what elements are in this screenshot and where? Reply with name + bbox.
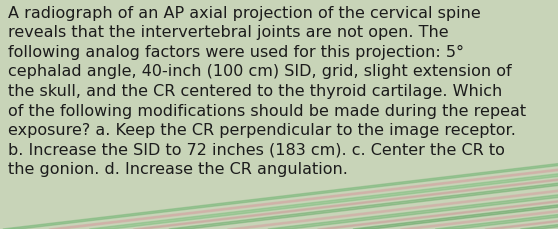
Polygon shape xyxy=(228,0,558,229)
Polygon shape xyxy=(353,0,558,229)
Polygon shape xyxy=(268,0,558,229)
Text: A radiograph of an AP axial projection of the cervical spine
reveals that the in: A radiograph of an AP axial projection o… xyxy=(8,6,527,177)
Polygon shape xyxy=(401,0,558,229)
Polygon shape xyxy=(318,0,558,229)
Polygon shape xyxy=(521,0,558,229)
Polygon shape xyxy=(3,0,558,229)
Polygon shape xyxy=(133,0,558,229)
Polygon shape xyxy=(169,0,558,229)
Polygon shape xyxy=(49,0,558,229)
Polygon shape xyxy=(89,0,558,229)
Polygon shape xyxy=(485,0,558,229)
Polygon shape xyxy=(435,0,558,229)
